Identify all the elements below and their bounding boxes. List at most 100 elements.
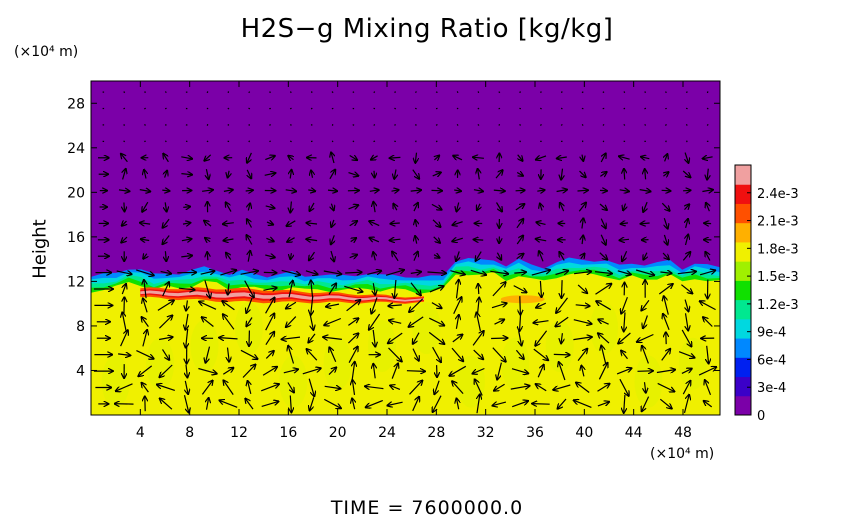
velocity-arrow — [220, 270, 236, 276]
velocity-arrow — [305, 271, 318, 275]
velocity-arrow — [540, 204, 542, 211]
velocity-arrow — [181, 157, 192, 159]
y-axis-unit: (×10⁴ m) — [14, 44, 79, 60]
velocity-arrow — [287, 220, 296, 226]
velocity-arrow — [703, 157, 713, 159]
velocity-arrow — [373, 140, 376, 143]
velocity-arrow — [456, 107, 459, 110]
velocity-arrow — [289, 140, 292, 143]
velocity-arrow — [394, 107, 397, 110]
velocity-arrow — [346, 300, 361, 312]
velocity-arrow — [581, 107, 584, 110]
velocity-arrow — [540, 123, 542, 126]
colorbar-segment — [735, 357, 751, 378]
velocity-arrow — [286, 316, 297, 327]
velocity-arrow — [619, 378, 629, 396]
velocity-arrow — [519, 330, 522, 345]
velocity-arrow — [329, 347, 337, 363]
velocity-arrow — [553, 384, 571, 390]
velocity-arrow — [660, 272, 671, 273]
velocity-arrow — [352, 380, 354, 395]
velocity-arrow — [457, 280, 459, 299]
velocity-arrow — [516, 173, 523, 176]
velocity-arrow — [198, 367, 216, 374]
velocity-arrow — [450, 270, 464, 275]
velocity-arrow — [516, 254, 524, 260]
velocity-arrow — [141, 239, 150, 240]
velocity-arrow — [412, 169, 419, 179]
velocity-arrow — [663, 314, 670, 331]
velocity-arrow — [511, 401, 528, 408]
velocity-arrow — [186, 364, 187, 378]
velocity-arrow — [582, 218, 584, 229]
velocity-arrow — [597, 384, 610, 392]
velocity-arrow — [492, 282, 506, 297]
velocity-arrow — [433, 236, 440, 243]
velocity-arrow — [532, 404, 550, 405]
velocity-arrow — [577, 190, 588, 191]
velocity-arrow — [240, 349, 258, 359]
velocity-arrow — [578, 203, 586, 212]
velocity-arrow — [308, 190, 315, 191]
velocity-arrow — [664, 218, 667, 228]
velocity-arrow — [537, 190, 544, 191]
velocity-arrow — [144, 280, 146, 299]
velocity-arrow — [309, 251, 315, 260]
velocity-arrow — [415, 152, 416, 163]
velocity-arrow — [453, 156, 463, 160]
velocity-arrow — [511, 368, 528, 374]
colorbar-segment — [735, 203, 751, 224]
velocity-arrow — [223, 314, 235, 330]
velocity-arrow — [456, 251, 459, 261]
chart-title: H2S−g Mixing Ratio [kg/kg] — [240, 14, 614, 44]
velocity-arrow — [290, 170, 291, 179]
velocity-arrow — [682, 381, 690, 395]
velocity-arrow — [685, 91, 688, 94]
velocity-arrow — [324, 386, 341, 388]
velocity-arrow — [685, 152, 688, 163]
velocity-arrow — [518, 154, 523, 161]
velocity-arrow — [475, 379, 483, 396]
velocity-arrow — [707, 345, 709, 364]
velocity-arrow — [478, 169, 480, 180]
velocity-arrow — [163, 154, 169, 163]
velocity-arrow — [581, 254, 585, 259]
velocity-arrow — [598, 363, 607, 380]
velocity-arrow — [244, 280, 254, 298]
velocity-arrow — [492, 347, 506, 362]
velocity-arrow — [682, 252, 690, 261]
velocity-arrow — [644, 124, 647, 126]
velocity-arrow — [122, 221, 127, 226]
velocity-arrow — [581, 366, 584, 377]
velocity-arrow — [536, 156, 547, 160]
velocity-arrow — [394, 169, 396, 179]
velocity-arrow — [414, 203, 418, 212]
velocity-arrow — [706, 91, 709, 94]
velocity-arrow — [555, 271, 569, 276]
velocity-arrow — [575, 305, 590, 306]
velocity-arrow — [513, 285, 527, 293]
velocity-arrow — [409, 381, 423, 395]
velocity-arrow — [226, 253, 231, 260]
velocity-arrow — [123, 169, 126, 180]
velocity-arrow — [519, 91, 522, 93]
velocity-arrow — [618, 332, 631, 344]
velocity-arrow — [390, 223, 400, 224]
velocity-arrow — [122, 284, 126, 295]
velocity-arrow — [286, 301, 297, 308]
velocity-arrow — [265, 255, 275, 257]
field-swirl — [545, 319, 574, 372]
velocity-arrow — [623, 91, 626, 94]
velocity-arrow — [560, 123, 563, 126]
velocity-arrow — [388, 347, 402, 362]
velocity-arrow — [533, 321, 549, 323]
velocity-arrow — [263, 288, 276, 291]
velocity-arrow — [456, 123, 459, 126]
field-swirl — [456, 355, 485, 408]
velocity-arrow — [704, 401, 713, 408]
velocity-arrow — [373, 202, 375, 213]
x-tick-label: 32 — [477, 425, 495, 441]
velocity-arrow — [331, 219, 334, 227]
velocity-arrow — [677, 272, 696, 274]
field-swirl — [101, 355, 130, 408]
